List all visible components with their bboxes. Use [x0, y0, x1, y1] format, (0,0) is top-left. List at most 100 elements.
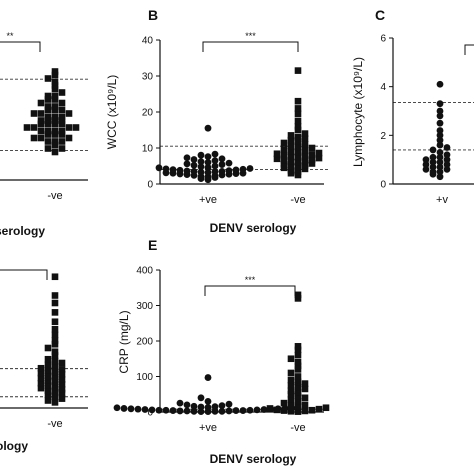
panel-e-point: [315, 405, 323, 413]
panel-a-point: [58, 145, 66, 152]
panel-d-point: [58, 366, 66, 373]
panel-b-y-tick-label: 0: [147, 180, 153, 191]
panel-e-point: [294, 383, 302, 391]
panel-d-point: [44, 397, 52, 404]
panel-d-point: [51, 352, 59, 359]
panel-c-point: [443, 144, 451, 151]
panel-a-point: [51, 131, 59, 138]
panel-e-point: [301, 401, 309, 409]
panel-b-x-axis-label: DENV serology: [210, 221, 297, 235]
panel-e-point: [301, 380, 309, 387]
panel-e-point: [148, 406, 156, 414]
panel-c-point: [436, 148, 444, 156]
panel-e-y-tick-label: 200: [136, 337, 153, 348]
panel-a-point: [44, 96, 52, 103]
panel-c-point: [429, 158, 437, 166]
panel-b-point: [308, 156, 316, 163]
panel-b-point: [294, 123, 302, 130]
panel-c-significance-bracket: [464, 44, 474, 55]
panel-e-point: [287, 382, 295, 389]
panel-a-point: [58, 117, 66, 124]
panel-a-point: [51, 68, 59, 75]
panel-b-point: [280, 156, 288, 164]
panel-b-point: [204, 159, 212, 166]
panel-b-significance-bracket: [202, 41, 299, 52]
panel-e-point: [260, 406, 268, 413]
panel-e-point: [294, 378, 302, 386]
panel-d-point: [44, 391, 52, 399]
panel-b-y-axis-label: WCC (x10⁹/L): [105, 75, 119, 149]
panel-a-point: [51, 113, 59, 121]
panel-d-point: [37, 384, 45, 392]
panel-d-point: [44, 377, 52, 384]
panel-e-point: [301, 394, 309, 402]
panel-e-x-tick-label: +ve: [199, 422, 217, 434]
panel-a-point: [65, 110, 73, 117]
panel-b-point: [294, 110, 302, 118]
panel-b-point: [197, 163, 205, 171]
panel-e-x-axis-label: DENV serology: [210, 452, 297, 466]
panel-b-point: [211, 150, 219, 158]
panel-b-point: [204, 169, 212, 176]
panel-c-point: [436, 173, 444, 181]
panel-c-point: [429, 146, 437, 154]
panel-a-point: [44, 127, 52, 135]
panel-a-point: [58, 99, 66, 107]
panel-e-point: [197, 403, 205, 411]
panel-c-y-tick-label: 4: [380, 82, 386, 93]
panel-b-point: [294, 149, 302, 156]
panel-d-point: [44, 361, 52, 369]
panel-e-significance-bracket: [204, 285, 296, 296]
panel-b-point: [225, 159, 233, 167]
panel-a-point: [51, 138, 59, 145]
panel-e-point: [308, 406, 316, 414]
panel-a-point: [30, 124, 38, 131]
panel-b-y-tick-label: 30: [142, 72, 154, 83]
panel-b-point: [308, 144, 316, 152]
panel-e-point: [294, 351, 302, 359]
panel-e-point: [204, 374, 212, 381]
panel-a-point: [30, 134, 38, 142]
panel-a-point: [37, 127, 45, 135]
panel-e-point: [287, 407, 295, 415]
panel-e-x-tick-label: -ve: [290, 422, 305, 434]
panel-c-point: [436, 131, 444, 139]
panel-e-point: [280, 399, 288, 407]
panel-e-point: [294, 403, 302, 410]
panel-d-point: [51, 378, 59, 386]
panel-a-point: [58, 127, 66, 135]
panel-d-point: [51, 340, 59, 348]
panel-c-label: C: [375, 7, 385, 23]
panel-c-point: [443, 156, 451, 164]
panel-e-point: [134, 405, 142, 413]
panel-e-point: [301, 407, 309, 415]
panel-e-point: [113, 404, 121, 412]
panel-d-point: [37, 369, 45, 377]
panel-e-point: [190, 402, 198, 410]
panel-c-point: [436, 100, 444, 108]
panel-e-point: [294, 398, 302, 405]
panel-d-point: [37, 374, 45, 382]
panel-e-point: [294, 346, 302, 354]
panel-e-point: [266, 405, 274, 412]
panel-b-x-tick-label: +ve: [199, 194, 217, 206]
panel-b-point: [315, 154, 323, 162]
panel-b-y-tick-label: 10: [142, 144, 154, 155]
panel-a-point: [58, 113, 66, 121]
panel-e-point: [190, 407, 198, 415]
panel-b-point: [273, 150, 281, 158]
panel-a-point: [44, 145, 52, 152]
panel-e-y-tick-label: 0: [147, 408, 153, 419]
panel-e-point: [225, 407, 233, 415]
panel-b-point: [301, 130, 309, 137]
panel-d-point: [58, 381, 66, 388]
panel-a-point: [51, 82, 59, 89]
panel-e-y-tick-label: 400: [136, 266, 153, 277]
panel-a-point: [44, 131, 52, 138]
panel-b-point: [218, 168, 226, 175]
panel-b-point: [294, 126, 302, 134]
panel-b-point: [273, 155, 281, 163]
panel-e-point: [253, 406, 261, 414]
panel-e-point: [120, 405, 128, 412]
panel-b-point: [183, 160, 191, 168]
